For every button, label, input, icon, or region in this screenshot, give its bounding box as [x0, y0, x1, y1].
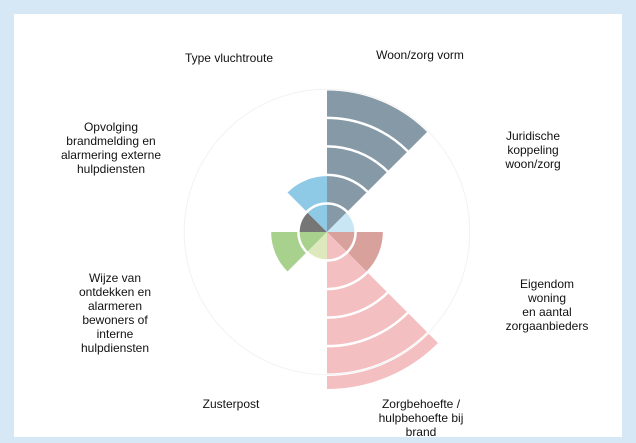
grid-ring: [297, 202, 357, 262]
grid-ring: [211, 116, 443, 348]
sector: [286, 174, 327, 232]
category-label: Woon/zorg vorm: [376, 48, 464, 62]
category-label: Zorgbehoefte / hulpbehoefte bij brand: [378, 397, 464, 439]
category-label: Type vluchtroute: [184, 51, 274, 65]
sector: [327, 232, 385, 273]
category-label: Juridische koppeling woon/zorg: [505, 129, 561, 171]
category-label: Opvolging brandmelding en alarmering ext…: [60, 120, 162, 176]
sector: [327, 232, 439, 389]
sector: [269, 232, 327, 273]
sector: [327, 211, 356, 232]
category-label: Wijze van ontdekken en alarmeren bewoner…: [78, 271, 152, 355]
category-label: Eigendom woning en aantal zorgaanbieders: [505, 277, 589, 333]
sector: [298, 211, 327, 232]
grid-ring: [240, 145, 414, 319]
grid-ring: [268, 173, 386, 291]
sector: [327, 89, 428, 232]
sector: [306, 232, 327, 261]
outer-ring: [183, 88, 471, 376]
category-label: Zusterpost: [202, 397, 260, 411]
